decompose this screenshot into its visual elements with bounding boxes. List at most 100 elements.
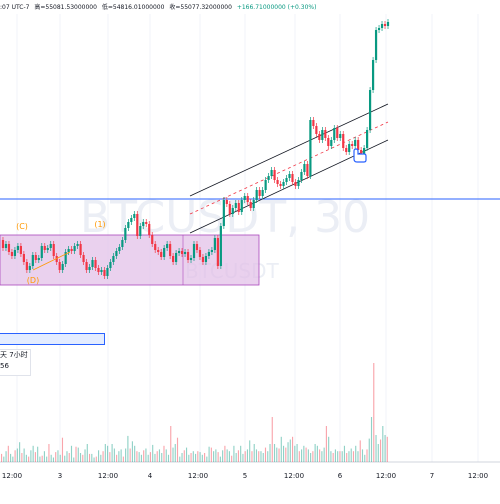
volume-bar [102, 451, 104, 462]
volume-bar [285, 447, 287, 462]
volume-bar [233, 445, 235, 462]
candle-body [288, 174, 291, 178]
candle-body [127, 222, 130, 228]
candle-body [357, 140, 360, 150]
volume-bar [235, 453, 237, 462]
volume-bar [70, 445, 73, 462]
volume-bar [152, 444, 154, 462]
x-tick-label: 5 [243, 472, 247, 480]
candle-body [103, 270, 106, 276]
volume-bar [273, 444, 276, 462]
candle-body [25, 262, 28, 270]
candle-body [106, 268, 109, 276]
candle-body [228, 204, 231, 214]
volume-bar [355, 445, 357, 462]
candle-body [115, 251, 118, 256]
candle-body [148, 224, 151, 235]
candle-body [133, 214, 136, 218]
candle-body [94, 260, 97, 268]
candle-body [213, 238, 216, 250]
volume-bar [251, 451, 253, 462]
volume-bar [231, 455, 233, 462]
volume-bar [377, 444, 379, 462]
volume-bar [61, 437, 64, 462]
volume-bar [140, 454, 142, 462]
volume-bar [98, 450, 100, 462]
volume-bar [359, 440, 361, 462]
candle-body [49, 244, 52, 248]
candle-body [383, 24, 387, 26]
volume-bar [213, 451, 215, 462]
candle-body [19, 246, 22, 254]
candle-body [267, 176, 270, 180]
volume-bar [156, 451, 158, 462]
candle-body [354, 140, 357, 146]
volume-bar [237, 450, 239, 462]
volume-bar [366, 449, 368, 462]
x-tick-label: 4 [148, 472, 153, 480]
volume-bar [350, 448, 352, 462]
range-selector-bar[interactable] [0, 333, 105, 345]
candle-body [333, 128, 336, 140]
volume-bar [41, 455, 43, 462]
candle-body [234, 203, 237, 208]
candle-body [121, 240, 124, 247]
candle-body [88, 267, 91, 270]
candle-body [37, 258, 40, 260]
volume-bar [64, 455, 66, 462]
volume-bar [154, 453, 156, 462]
volume-bar [287, 442, 289, 462]
candle-body [154, 244, 157, 250]
volume-bar [179, 456, 181, 462]
volume-bar [303, 445, 305, 462]
volume-bar [30, 450, 32, 462]
candle-body [16, 246, 20, 250]
volume-bar [328, 436, 330, 462]
volume-bar [120, 449, 122, 462]
candle-body [348, 144, 351, 152]
candle-body [76, 244, 79, 246]
volume-bar [307, 449, 309, 462]
candle-body [345, 148, 348, 152]
volume-bar [34, 452, 36, 462]
volume-bar [305, 447, 307, 462]
candle-body [279, 184, 282, 186]
volume-bar [341, 451, 343, 462]
volume-bar [100, 454, 102, 462]
candle-body [201, 257, 205, 262]
candle-body [46, 248, 49, 250]
volume-bar [122, 456, 124, 462]
volume-bar [195, 453, 197, 462]
volume-bar [104, 444, 106, 462]
volume-bar [21, 453, 23, 462]
candle-body [145, 222, 148, 224]
volume-bar [370, 417, 373, 462]
pointer-hand-icon-shape [353, 148, 367, 163]
volume-bar [343, 445, 346, 462]
candle-body [166, 244, 169, 248]
candle-body [261, 190, 264, 196]
candle-body [43, 246, 46, 250]
volume-bar [278, 448, 280, 462]
ohlc-change: +166.71000000 (+0.30%) [236, 4, 317, 11]
volume-bar [289, 439, 291, 462]
volume-bar [84, 449, 86, 462]
volume-bar [384, 435, 386, 462]
x-tick-label: 12:00 [284, 472, 304, 480]
candle-body [324, 130, 327, 138]
volume-bar [174, 444, 176, 462]
candle-body [285, 178, 288, 182]
candle-body [112, 256, 115, 262]
candle-body [273, 170, 276, 180]
volume-bar [379, 439, 382, 462]
candle-body [282, 182, 285, 186]
volume-bar [294, 445, 296, 462]
volume-bar [50, 454, 52, 462]
volume-bar [332, 453, 334, 462]
volume-bar [219, 456, 221, 462]
volume-bar [301, 449, 303, 462]
candle-body [291, 174, 294, 182]
volume-bar [14, 450, 16, 462]
